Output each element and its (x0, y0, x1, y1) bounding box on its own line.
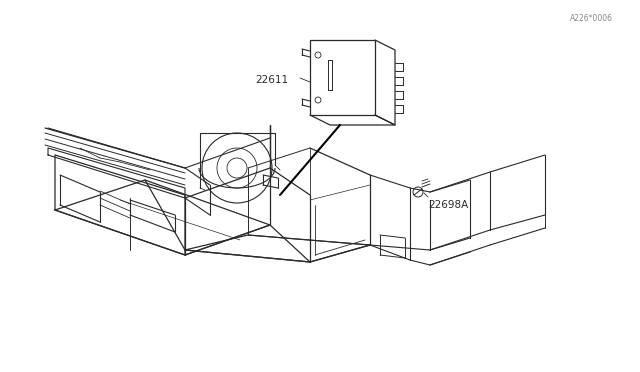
Text: 22611: 22611 (255, 75, 288, 85)
Text: 22698A: 22698A (428, 200, 468, 210)
Text: A226*0006: A226*0006 (570, 13, 613, 22)
